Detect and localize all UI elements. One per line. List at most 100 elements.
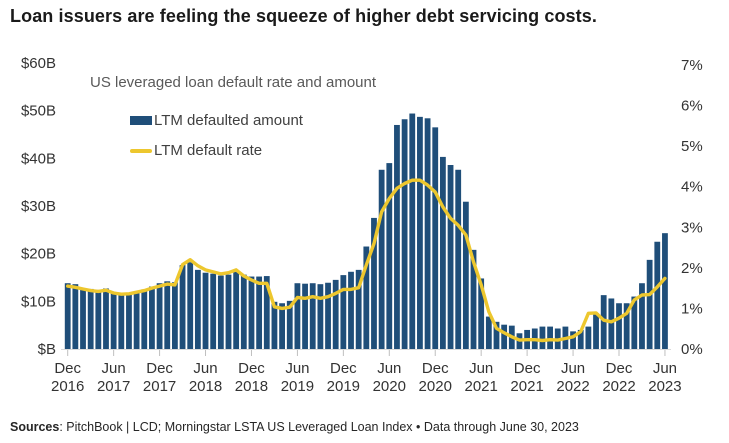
bar [279, 303, 285, 349]
line-swatch-icon [130, 148, 152, 153]
bar [103, 288, 109, 349]
legend-item-defaulted-amount: LTM defaulted amount [130, 112, 303, 129]
bar [286, 300, 293, 349]
bar [439, 156, 446, 349]
bar [570, 331, 576, 349]
bar [646, 259, 653, 349]
x-axis-label-month: Dec [54, 360, 81, 377]
bar [662, 233, 668, 349]
bar [149, 286, 155, 349]
bar [363, 246, 370, 349]
x-axis-label-month: Dec [422, 360, 449, 377]
bar [577, 329, 584, 349]
x-axis-label-year: 2021 [510, 378, 543, 395]
bar [202, 272, 209, 349]
x-axis-label-month: Dec [606, 360, 633, 377]
bar [302, 283, 308, 349]
bar [332, 279, 339, 349]
bar [355, 269, 362, 349]
legend: LTM defaulted amount LTM default rate [130, 112, 303, 159]
bar [386, 163, 393, 349]
bar [210, 273, 217, 349]
bar [616, 303, 622, 349]
bar [179, 265, 186, 349]
bar [478, 278, 485, 349]
y-axis-left-label: $20B [21, 246, 56, 263]
y-axis-right-label: 1% [681, 300, 703, 317]
bar [126, 293, 132, 349]
bar [371, 217, 377, 349]
bar [118, 294, 125, 349]
bar [547, 326, 553, 349]
bar [217, 275, 224, 349]
bar [194, 269, 201, 349]
bar [110, 293, 117, 349]
x-axis-label-year: 2018 [235, 378, 268, 395]
bar [462, 201, 469, 349]
bar [72, 284, 79, 349]
x-axis-label-month: Dec [146, 360, 173, 377]
x-axis-label-year: 2023 [648, 378, 681, 395]
x-axis-label-year: 2020 [373, 378, 406, 395]
x-axis-label-year: 2017 [97, 378, 130, 395]
y-axis-left-label: $60B [21, 55, 56, 72]
bar [424, 118, 431, 349]
bar [187, 262, 194, 349]
x-axis-label-year: 2019 [281, 378, 314, 395]
bar [225, 274, 232, 349]
bar [432, 127, 439, 349]
legend-label-defaulted-amount: LTM defaulted amount [154, 112, 303, 129]
bar [608, 298, 615, 349]
bar [156, 283, 163, 349]
bar [294, 283, 301, 349]
bar [654, 241, 661, 349]
bar [585, 326, 592, 349]
x-axis-label-month: Jun [561, 360, 585, 377]
legend-label-default-rate: LTM default rate [154, 142, 263, 159]
bar [417, 116, 423, 349]
bar [317, 284, 324, 349]
bar [171, 282, 178, 349]
bar [164, 281, 171, 349]
bar [501, 324, 508, 349]
x-axis-label-year: 2016 [51, 378, 84, 395]
x-axis-label-month: Jun [102, 360, 126, 377]
y-axis-left-label: $B [38, 341, 56, 358]
x-axis-label-year: 2020 [419, 378, 452, 395]
bar [325, 282, 331, 349]
y-axis-right-label: 5% [681, 138, 703, 155]
bar-swatch-icon [130, 116, 152, 125]
y-axis-left-label: $50B [21, 103, 56, 120]
bar [593, 313, 599, 349]
x-axis-label-year: 2022 [602, 378, 635, 395]
x-axis-label-month: Dec [514, 360, 541, 377]
x-axis-label-month: Jun [285, 360, 309, 377]
bar [263, 276, 270, 349]
y-axis-left-label: $30B [21, 198, 56, 215]
bar [271, 301, 278, 349]
bar [248, 276, 255, 349]
bar [348, 271, 354, 349]
x-axis-label-year: 2021 [464, 378, 497, 395]
page-title: Loan issuers are feeling the squeeze of … [10, 6, 597, 26]
bar [233, 271, 240, 349]
bar [401, 119, 408, 349]
bar [64, 283, 71, 349]
bar [141, 289, 148, 349]
chart-canvas: $60B $50B $40B $30B $20B $10B $B 7% 6% 5% 4% 3% 2% 1%… [21, 55, 703, 395]
bar [87, 288, 94, 349]
bar [639, 283, 645, 349]
chart-subtitle: US leveraged loan default rate and amoun… [90, 74, 377, 91]
x-axis-label-year: 2022 [556, 378, 589, 395]
x-axis-label-month: Jun [377, 360, 401, 377]
y-axis-right-label: 2% [681, 260, 703, 277]
rate-line [65, 178, 667, 343]
bar [240, 274, 247, 349]
source-text: : PitchBook | LCD; Morningstar LSTA US L… [59, 420, 579, 434]
y-axis-right-label: 0% [681, 341, 703, 358]
x-axis-label-month: Dec [330, 360, 357, 377]
legend-item-default-rate: LTM default rate [130, 142, 303, 159]
bar [256, 276, 263, 349]
